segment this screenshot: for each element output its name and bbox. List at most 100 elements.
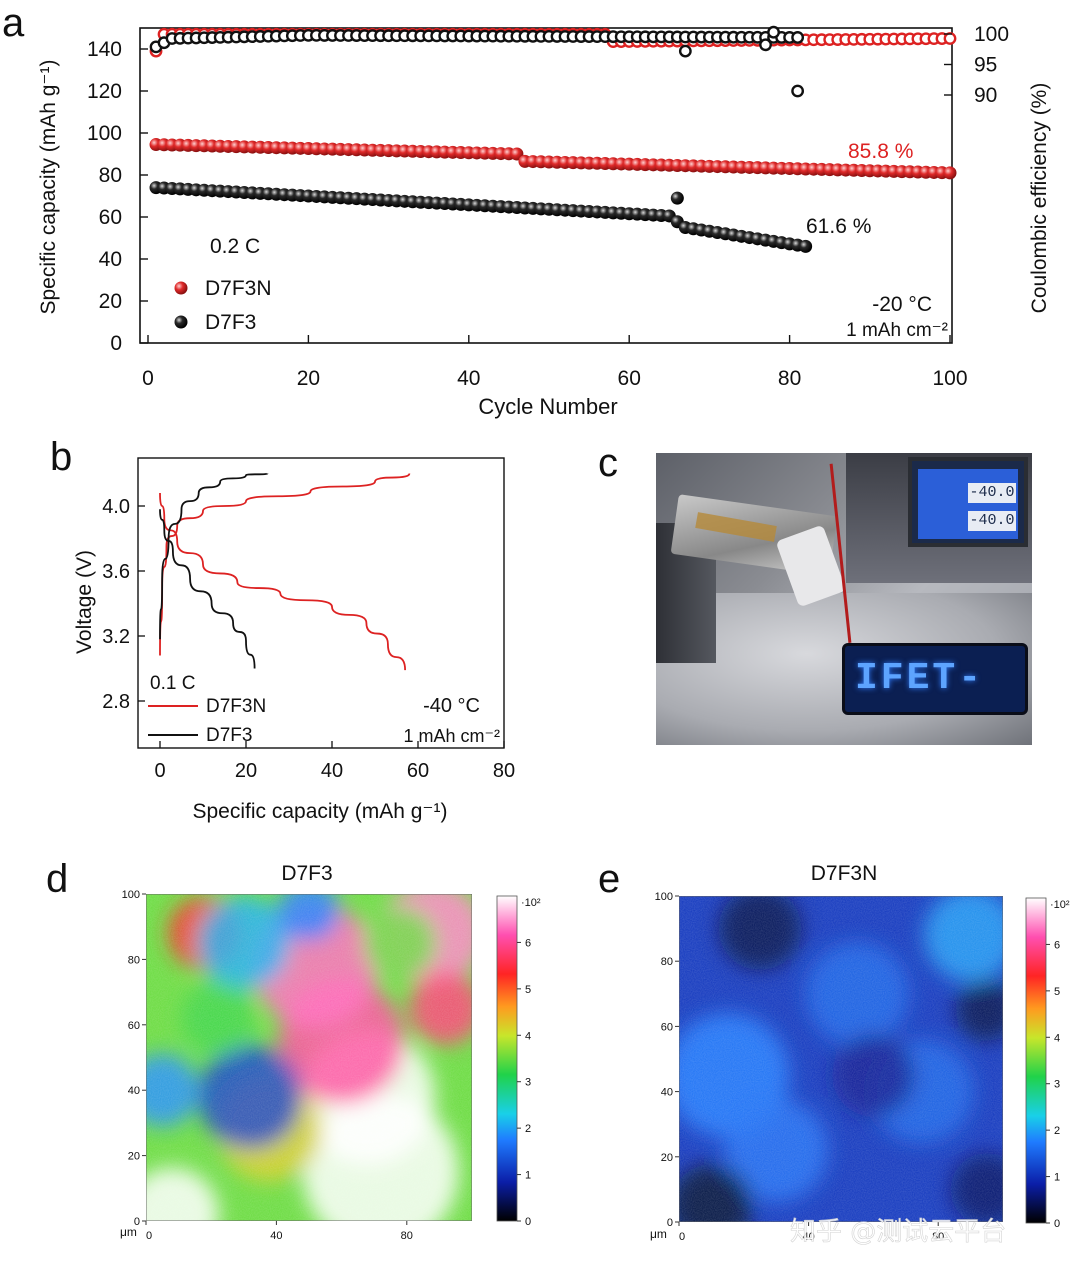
chart-a-y-tick-label: 80 [99,164,122,187]
chart-e-y-tick-label: 60 [661,1021,673,1033]
chart-d-cbar-tick-label: 4 [525,1030,531,1042]
chart-b-y-tick-label: 2.8 [102,691,130,713]
panel-label-e: e [598,857,620,901]
panel-label-b: b [50,435,72,479]
chart-b-y-label: Voltage (V) [73,550,96,654]
chart-e-map-d7f3n: D7F3N 0 20 40 60 80 100 0 40 80 0 1 2 3 4 5 6 ·10² μm [650,862,1070,1243]
chart-a-cycling: 0 20 40 60 80 100 0 20 40 60 80 100 120 140 100 95 90 Cy… [37,23,1051,419]
chart-a-frame [139,27,953,344]
chart-a-series-d7f3-ce [149,25,805,98]
chart-b-x-tick-label: 80 [493,760,515,782]
chart-a-legend-d7f3n: D7F3N [205,277,272,300]
chart-e-cbar-tick-label: 0 [1054,1218,1060,1230]
chart-e-y-tick-label: 0 [667,1217,673,1229]
chart-b-areal: 1 mAh cm⁻² [403,726,500,746]
chart-a-outlier [767,25,780,39]
chart-b-x-tick-label: 20 [235,760,257,782]
chart-a-x-tick-label: 60 [618,367,641,390]
chart-a-point [943,166,957,180]
chart-b-x-tick-label: 60 [407,760,429,782]
chart-e-y-tick-label: 20 [661,1152,673,1164]
chart-d-cbar-exponent: ·10² [521,897,541,909]
chart-e-colorbar [1025,897,1047,1224]
chart-e-heatmap [679,896,1003,1222]
chart-a-y2-label: Coulombic efficiency (%) [1028,83,1051,314]
chart-e-y-tick-label: 100 [655,891,673,903]
chart-a-y-tick-label: 20 [99,290,122,313]
chart-a-x-tick-label: 0 [142,367,154,390]
chart-d-cbar-tick-label: 0 [525,1216,531,1228]
chart-e-cbar-tick-label: 1 [1054,1172,1060,1184]
chart-d-y-tick-label: 100 [122,889,140,901]
chart-e-x-tick-label: 40 [802,1231,814,1243]
chart-e-title: D7F3N [811,862,878,885]
chart-a-outlier [670,191,684,205]
chart-a-y-label: Specific capacity (mAh g⁻¹) [37,60,60,315]
chart-a-x-tick-label: 100 [932,367,967,390]
chart-a-y2-tick-label: 90 [974,84,997,107]
chart-e-cbar-tick-label: 6 [1054,939,1060,951]
chart-b-curve-d7f3n-discharge [159,492,406,671]
chart-a-y2-tick-label: 100 [974,23,1009,46]
chart-a-outlier [759,38,772,52]
chart-d-x-tick-label: 80 [401,1230,413,1242]
chart-d-y-tick-label: 80 [128,954,140,966]
chart-a-x-tick-label: 80 [778,367,801,390]
chart-b-curve-d7f3-discharge [159,509,256,669]
chart-a-rate: 0.2 C [210,235,260,258]
chart-d-y-tick-label: 60 [128,1020,140,1032]
chart-a-y-tick-label: 120 [87,80,122,103]
chart-b-curve-d7f3-charge [159,472,269,640]
photo-c-readout-top: -40.0 [968,483,1016,503]
chart-a-retention-d7f3n: 85.8 % [848,140,913,163]
chart-d-y-tick-label: 40 [128,1085,140,1097]
chart-d-x-unit: μm [120,1225,137,1239]
chart-a-series-d7f3-capacity [149,181,813,253]
chart-e-cbar-tick-label: 2 [1054,1125,1060,1137]
chart-d-cbar-tick-label: 1 [525,1170,531,1182]
chart-d-x-tick-label: 40 [270,1230,282,1242]
chart-d-cbar-tick-label: 3 [525,1077,531,1089]
chart-a-x-label: Cycle Number [478,394,617,419]
chart-a-legend-marker-d7f3n [174,281,188,295]
chart-a-legend-marker-d7f3 [174,315,188,329]
chart-d-heatmap [146,894,472,1221]
chart-a-x-tick-label: 20 [297,367,320,390]
chart-a-retention-d7f3: 61.6 % [806,215,871,238]
photo-c-monitor-screen: -40.0 -40.0 [918,469,1018,539]
chart-d-y-tick-label: 20 [128,1151,140,1163]
chart-e-x-unit: μm [650,1227,667,1241]
chart-d-map-d7f3: D7F3 0 20 40 60 80 100 0 40 80 0 1 2 3 4 5 6 ·10² μm [120,862,541,1242]
chart-e-cbar-exponent: ·10² [1050,899,1070,911]
chart-d-cbar-tick-label: 6 [525,937,531,949]
chart-a-series-d7f3n-capacity [149,138,957,180]
chart-b-x-tick-label: 0 [154,760,165,782]
chart-a-temp: -20 °C [872,293,932,316]
chart-a-legend-d7f3: D7F3 [205,311,256,334]
chart-b-curve-d7f3n-charge [159,473,411,656]
chart-a-x-tick-label: 40 [457,367,480,390]
chart-b-temp: -40 °C [423,695,480,717]
chart-b-x-tick-label: 40 [321,760,343,782]
chart-b-rate: 0.1 C [150,673,195,694]
chart-b-x-label: Specific capacity (mAh g⁻¹) [193,800,448,823]
chart-e-noise [679,896,1003,1222]
chart-e-cbar-tick-label: 4 [1054,1032,1060,1044]
panel-label-a: a [2,1,25,45]
panel-label-c: c [598,441,618,485]
chart-e-y-tick-label: 40 [661,1087,673,1099]
chart-e-x-tick-label: 80 [932,1231,944,1243]
chart-a-y-tick-label: 100 [87,122,122,145]
photo-c-demo: -40.0 -40.0 IFET- [656,453,1032,745]
chart-d-cbar-tick-label: 2 [525,1123,531,1135]
chart-b-y-tick-label: 3.6 [102,561,130,583]
chart-b-y-tick-label: 4.0 [102,496,130,518]
chart-b-frame [137,457,505,749]
chart-a-outlier [791,84,805,98]
chart-b-voltage-profile: 0 20 40 60 80 2.8 3.2 3.6 4.0 Specific capacity … [73,457,515,823]
chart-a-point [943,32,957,45]
photo-c-readout-bottom: -40.0 [968,511,1016,531]
chart-d-x-tick-label: 0 [146,1230,152,1242]
photo-c-led-panel: IFET- [842,643,1028,715]
